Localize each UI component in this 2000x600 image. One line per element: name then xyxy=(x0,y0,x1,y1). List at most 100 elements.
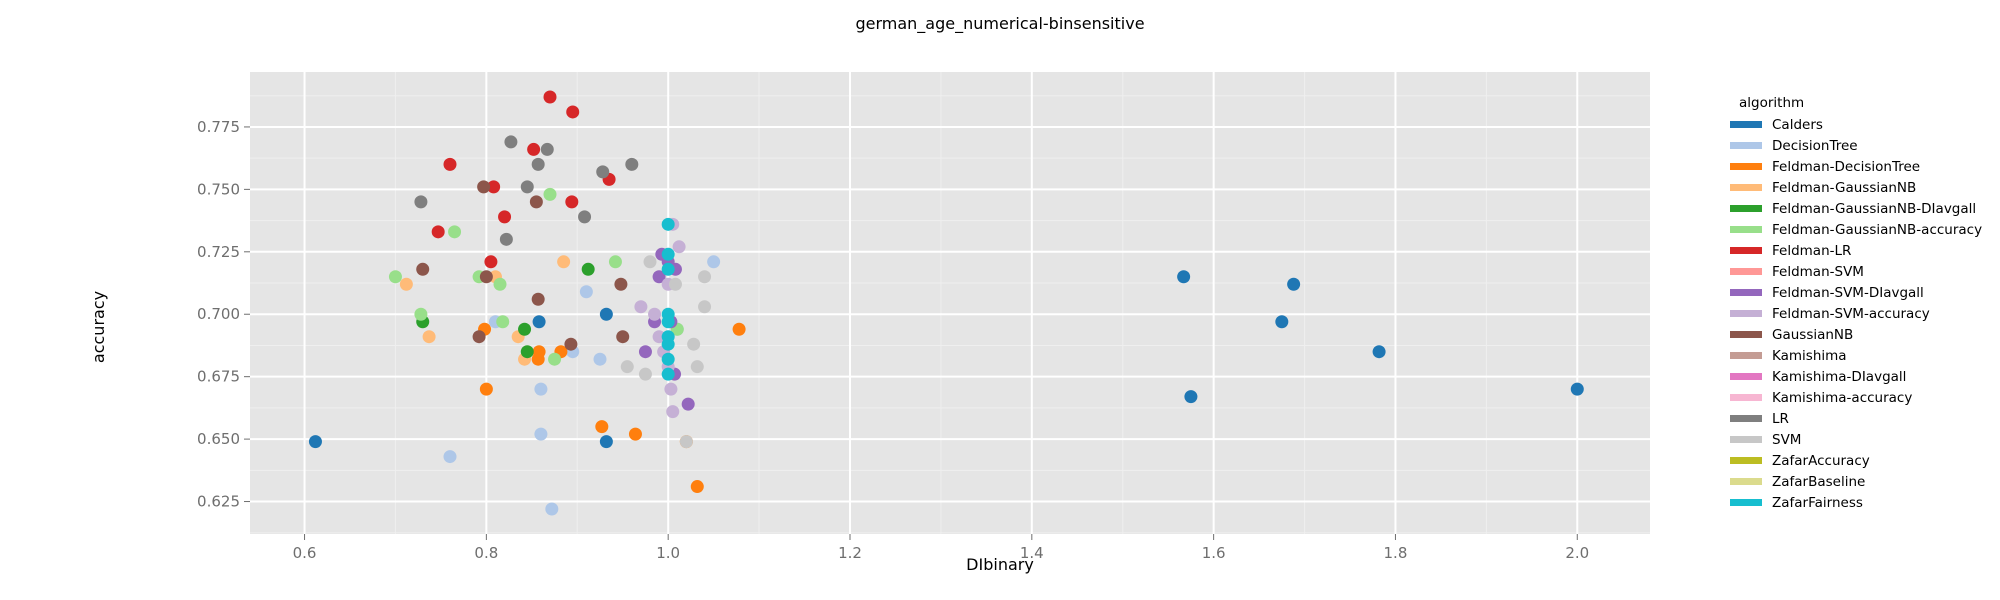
data-point xyxy=(534,382,548,396)
data-point xyxy=(399,277,413,291)
data-point xyxy=(614,277,628,291)
data-point xyxy=(477,180,491,194)
x-axis-label: DIbinary xyxy=(966,555,1034,574)
data-point xyxy=(1287,277,1301,291)
legend-label: Kamishima xyxy=(1772,348,1847,364)
data-point xyxy=(668,277,682,291)
data-point xyxy=(661,367,675,381)
legend-swatch xyxy=(1730,121,1762,128)
legend-swatch xyxy=(1730,163,1762,170)
data-point xyxy=(431,225,445,239)
data-point xyxy=(543,187,557,201)
data-point xyxy=(596,165,610,179)
legend-label: GaussianNB xyxy=(1772,327,1853,343)
legend-swatch xyxy=(1730,226,1762,233)
data-point xyxy=(414,195,428,209)
data-point xyxy=(599,435,613,449)
data-point xyxy=(661,352,675,366)
data-point xyxy=(579,285,593,299)
data-point xyxy=(648,307,662,321)
data-point xyxy=(681,397,695,411)
x-tick-label: 1.6 xyxy=(1202,544,1226,562)
data-point xyxy=(679,435,693,449)
data-point xyxy=(532,315,546,329)
data-point xyxy=(484,255,498,269)
legend-label: ZafarBaseline xyxy=(1772,474,1865,490)
y-tick-label: 0.675 xyxy=(197,368,240,386)
data-point xyxy=(1177,270,1191,284)
legend: algorithm Calders DecisionTree Feldman-Dec… xyxy=(1730,95,1982,511)
data-point xyxy=(443,450,457,464)
data-point xyxy=(388,270,402,284)
data-point xyxy=(414,307,428,321)
data-point xyxy=(732,322,746,336)
data-point xyxy=(308,435,322,449)
data-point xyxy=(690,480,704,494)
data-point xyxy=(557,255,571,269)
legend-swatch xyxy=(1730,457,1762,464)
legend-label: Feldman-GaussianNB-accuracy xyxy=(1772,222,1982,238)
data-point xyxy=(540,142,554,156)
legend-swatch xyxy=(1730,499,1762,506)
y-tick-label: 0.625 xyxy=(197,493,240,511)
x-tick-label: 1.8 xyxy=(1384,544,1408,562)
data-point xyxy=(545,502,559,516)
data-point xyxy=(422,330,436,344)
data-point xyxy=(638,345,652,359)
data-point xyxy=(487,180,501,194)
legend-label: DecisionTree xyxy=(1772,138,1858,154)
data-point xyxy=(661,247,675,261)
data-point xyxy=(643,255,657,269)
data-points xyxy=(308,90,1584,516)
data-point xyxy=(595,420,609,434)
x-axis-ticks: 0.6 0.8 1.0 1.2 1.4 1.6 1.8 2.0 xyxy=(293,534,1589,562)
y-tick-label: 0.750 xyxy=(197,180,240,198)
y-tick-label: 0.725 xyxy=(197,243,240,261)
data-point xyxy=(1275,315,1289,329)
data-point xyxy=(599,307,613,321)
x-tick-label: 0.8 xyxy=(474,544,498,562)
legend-label: Feldman-DecisionTree xyxy=(1772,159,1920,175)
data-point xyxy=(672,240,686,254)
legend-label: LR xyxy=(1772,411,1789,427)
data-point xyxy=(479,270,493,284)
plot-area xyxy=(250,72,1650,534)
data-point xyxy=(520,345,534,359)
legend-title: algorithm xyxy=(1739,95,1804,111)
data-point xyxy=(534,427,548,441)
legend-swatch xyxy=(1730,352,1762,359)
data-point xyxy=(518,322,532,336)
y-tick-label: 0.650 xyxy=(197,430,240,448)
data-point xyxy=(1372,345,1386,359)
data-point xyxy=(527,142,541,156)
data-point xyxy=(416,262,430,276)
data-point xyxy=(593,352,607,366)
data-point xyxy=(666,405,680,419)
legend-label: Feldman-GaussianNB-DIavgall xyxy=(1772,201,1976,217)
x-tick-label: 1.0 xyxy=(656,544,680,562)
data-point xyxy=(548,352,562,366)
data-point xyxy=(625,157,639,171)
legend-label: Feldman-SVM xyxy=(1772,264,1864,280)
x-tick-label: 0.6 xyxy=(293,544,317,562)
data-point xyxy=(566,105,580,119)
legend-swatch xyxy=(1730,373,1762,380)
legend-swatch xyxy=(1730,142,1762,149)
data-point xyxy=(664,382,678,396)
data-point xyxy=(565,195,579,209)
data-point xyxy=(698,300,712,314)
legend-label: Calders xyxy=(1772,117,1823,133)
data-point xyxy=(661,337,675,351)
data-point xyxy=(661,262,675,276)
legend-label: Feldman-SVM-accuracy xyxy=(1772,306,1930,322)
minor-gridlines xyxy=(250,72,1650,534)
data-point xyxy=(493,277,507,291)
y-tick-label: 0.700 xyxy=(197,305,240,323)
data-point xyxy=(628,427,642,441)
data-point xyxy=(529,195,543,209)
data-point xyxy=(661,217,675,231)
legend-label: ZafarAccuracy xyxy=(1772,453,1870,469)
data-point xyxy=(1570,382,1584,396)
data-point xyxy=(496,315,510,329)
data-point xyxy=(498,210,512,224)
